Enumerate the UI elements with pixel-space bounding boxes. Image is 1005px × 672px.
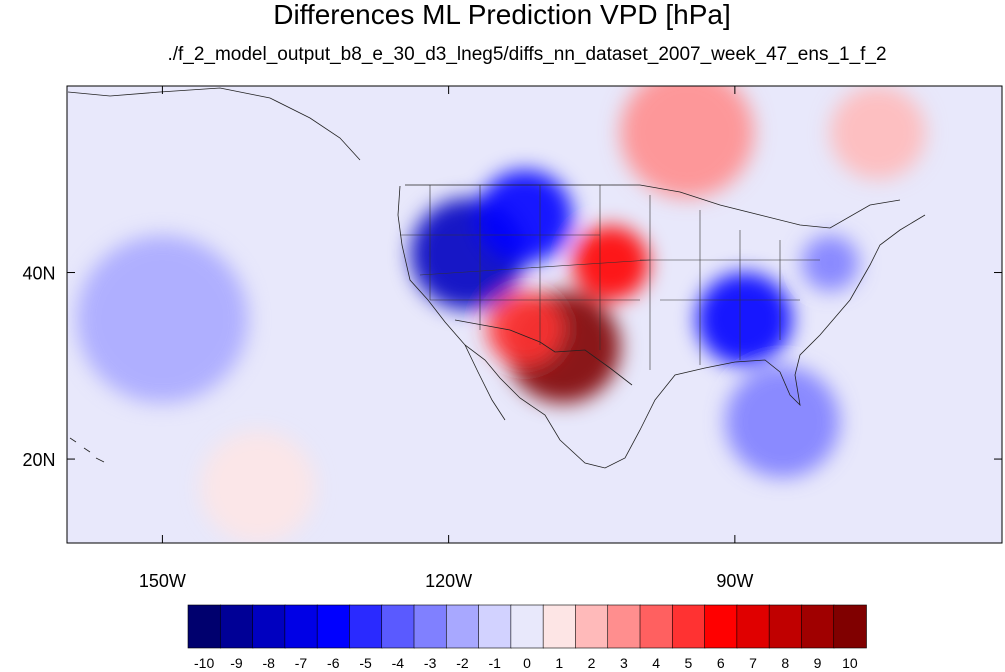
colorbar-swatch: [704, 604, 738, 649]
colorbar-label: 6: [717, 655, 725, 671]
x-tick-label: 120W: [425, 571, 472, 591]
colorbar-label: 0: [523, 655, 531, 671]
colorbar-swatch: [445, 604, 480, 649]
colorbar-swatch: [284, 604, 318, 649]
colorbar-swatch: [736, 604, 770, 649]
chart-subtitle: ./f_2_model_output_b8_e_30_d3_lneg5/diff…: [167, 44, 886, 65]
us-canada-border: [405, 184, 901, 229]
colorbar-label: 8: [781, 655, 789, 671]
field-region: [830, 86, 926, 180]
colorbar-swatch: [349, 604, 383, 649]
y-tick-label: 40N: [22, 264, 55, 284]
colorbar-label: -5: [359, 655, 372, 671]
colorbar-label: -7: [295, 655, 308, 671]
field-region: [486, 291, 564, 366]
western-state-lines: [400, 185, 651, 350]
colorbar-label: -6: [327, 655, 340, 671]
colorbar-label: 4: [652, 655, 660, 671]
field-region: [572, 225, 649, 301]
eastern-state-lines: [640, 195, 820, 370]
colorbar-swatch: [478, 604, 512, 649]
colorbar-swatch: [542, 604, 577, 649]
colorbar-swatch: [639, 604, 674, 649]
state-borders: [400, 185, 820, 370]
colorbar-label: 3: [620, 655, 628, 671]
colorbar-label: 1: [555, 655, 563, 671]
axis-tick-labels: 150W 120W 90W 40N 20N: [22, 264, 753, 591]
colorbar-label: -10: [194, 655, 214, 671]
colorbar-label: 9: [814, 655, 822, 671]
field-region: [801, 235, 859, 292]
colorbar-swatch: [219, 604, 254, 649]
colorbar-label: -4: [392, 655, 405, 671]
coastlines: [67, 87, 926, 469]
axis-ticks: [67, 86, 1002, 543]
colorbar-swatch: [510, 604, 544, 649]
colorbar-swatch: [833, 604, 867, 649]
field-region: [477, 169, 573, 264]
colorbar-swatch: [801, 604, 835, 649]
colorbar-label: 10: [842, 655, 858, 671]
plot-frame: [66, 85, 1003, 544]
colorbar-label: 5: [685, 655, 693, 671]
colorbar-label: -3: [424, 655, 437, 671]
colorbar-label: -8: [262, 655, 275, 671]
colorbar-swatch: [316, 604, 351, 649]
colorbar-label: -9: [230, 655, 243, 671]
colorbar-swatch: [607, 604, 641, 649]
colorbar-labels: -10 -9 -8 -7 -6 -5 -4 -3 -2 -1 0 1 2 3 4 5 6 7 8 9 10: [194, 655, 858, 671]
colorbar-swatch: [671, 604, 706, 649]
colorbar-label: -1: [488, 655, 501, 671]
difference-field: [76, 86, 926, 543]
field-region: [200, 431, 316, 543]
colorbar-swatch: [768, 604, 803, 649]
x-tick-label: 150W: [139, 571, 186, 591]
x-tick-label: 90W: [716, 571, 753, 591]
field-region: [696, 272, 793, 366]
baja-peninsula: [464, 344, 506, 421]
colorbar: [187, 604, 867, 649]
alaska-coast: [67, 87, 361, 161]
colorbar-swatch: [413, 604, 448, 649]
hawaii-islands: [69, 437, 105, 463]
colorbar-swatch: [187, 604, 222, 649]
colorbar-swatch: [252, 604, 286, 649]
field-region: [725, 365, 840, 478]
colorbar-label: -2: [456, 655, 469, 671]
chart-title: Differences ML Prediction VPD [hPa]: [273, 0, 731, 30]
north-america-coastline: [397, 185, 926, 469]
field-region: [76, 235, 249, 404]
colorbar-label: 7: [749, 655, 757, 671]
colorbar-swatch: [575, 604, 609, 649]
field-region: [620, 86, 754, 198]
plot-area: [67, 86, 1002, 543]
colorbar-label: 2: [588, 655, 596, 671]
y-tick-label: 20N: [22, 450, 55, 470]
colorbar-swatch: [381, 604, 415, 649]
us-mexico-border: [454, 319, 633, 386]
